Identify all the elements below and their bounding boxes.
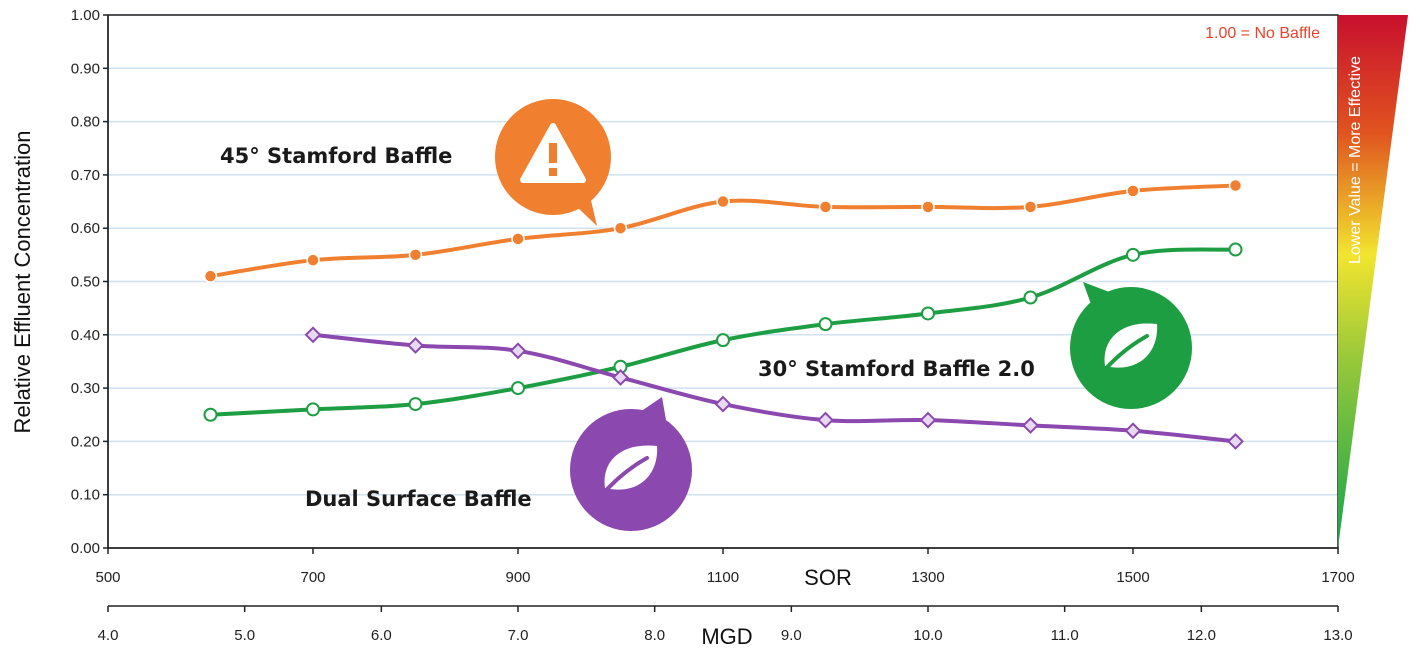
data-point: [819, 413, 833, 427]
data-point: [511, 344, 525, 358]
x-tick-label: 1700: [1321, 569, 1354, 586]
x2-tick-label: 5.0: [234, 627, 255, 644]
y-tick-label: 0.70: [71, 167, 100, 184]
x-tick-label: 1300: [911, 569, 944, 586]
data-point: [1025, 291, 1037, 303]
y-tick-label: 0.30: [71, 380, 100, 397]
data-point: [1229, 434, 1243, 448]
y-tick-label: 0.20: [71, 433, 100, 450]
y-tick-labels: 0.00 0.10 0.20 0.30 0.40 0.50 0.60 0.70 0.80 0.90…: [71, 7, 100, 557]
x2-tick-label: 8.0: [644, 627, 665, 644]
data-point: [1024, 418, 1038, 432]
data-point: [1127, 249, 1139, 261]
y-tick-label: 0.10: [71, 487, 100, 504]
gridlines: [108, 15, 1338, 495]
x2-tick-label: 7.0: [508, 627, 529, 644]
y-tick-label: 0.90: [71, 60, 100, 77]
y-tick-label: 0.00: [71, 540, 100, 557]
x2-axis-title: MGD: [701, 624, 752, 649]
data-point: [922, 307, 934, 319]
effectiveness-scale-label: Lower Value = More Effective: [1347, 56, 1364, 264]
data-point: [1025, 201, 1037, 213]
x-tick-label: 900: [505, 569, 530, 586]
data-point: [205, 270, 217, 282]
x-tick-label: 500: [95, 569, 120, 586]
y-tick-label: 0.50: [71, 274, 100, 291]
data-point: [1127, 185, 1139, 197]
data-point: [410, 249, 422, 261]
x2-tick-label: 12.0: [1187, 627, 1216, 644]
data-point: [409, 338, 423, 352]
y-tick-label: 0.60: [71, 220, 100, 237]
data-point: [820, 318, 832, 330]
x-tick-label: 700: [300, 569, 325, 586]
data-point: [614, 370, 628, 384]
data-point: [512, 382, 524, 394]
series-label-dual-surface: Dual Surface Baffle: [305, 487, 532, 511]
x2-tick-label: 6.0: [371, 627, 392, 644]
data-point: [307, 254, 319, 266]
data-point: [716, 397, 730, 411]
data-point: [1230, 180, 1242, 192]
data-point: [615, 222, 627, 234]
data-point: [717, 334, 729, 346]
data-point: [717, 196, 729, 208]
data-point: [205, 409, 217, 421]
data-point: [922, 201, 934, 213]
no-baffle-annotation: 1.00 = No Baffle: [1205, 25, 1320, 42]
data-point: [410, 398, 422, 410]
y-axis-title: Relative Effluent Concentration: [10, 131, 35, 434]
warning-callout: [495, 99, 611, 226]
x-tick-labels: 500 700 900 1100 1300 1500 1700: [95, 569, 1354, 586]
data-point: [1230, 244, 1242, 256]
x2-tick-label: 9.0: [781, 627, 802, 644]
x2-tick-label: 10.0: [913, 627, 942, 644]
data-point: [921, 413, 935, 427]
y-tick-label: 0.40: [71, 327, 100, 344]
series-label-45-stamford: 45° Stamford Baffle: [220, 144, 452, 168]
x2-tick-label: 4.0: [98, 627, 119, 644]
x2-tick-label: 11.0: [1051, 627, 1079, 644]
x-tick-label: 1100: [707, 569, 739, 586]
y-tick-label: 0.80: [71, 114, 100, 131]
series-label-30-stamford: 30° Stamford Baffle 2.0: [758, 357, 1035, 381]
y-tick-label: 1.00: [71, 7, 100, 24]
data-point: [820, 201, 832, 213]
x2-tick-label: 13.0: [1323, 627, 1352, 644]
x-axis-title: SOR: [804, 565, 852, 590]
data-point: [1126, 424, 1140, 438]
series-45-stamford: [205, 180, 1242, 283]
green-leaf-callout: [1070, 282, 1192, 409]
data-point: [512, 233, 524, 245]
data-point: [306, 328, 320, 342]
purple-leaf-callout: [570, 397, 692, 531]
data-point: [307, 403, 319, 415]
x-tick-label: 1500: [1116, 569, 1149, 586]
